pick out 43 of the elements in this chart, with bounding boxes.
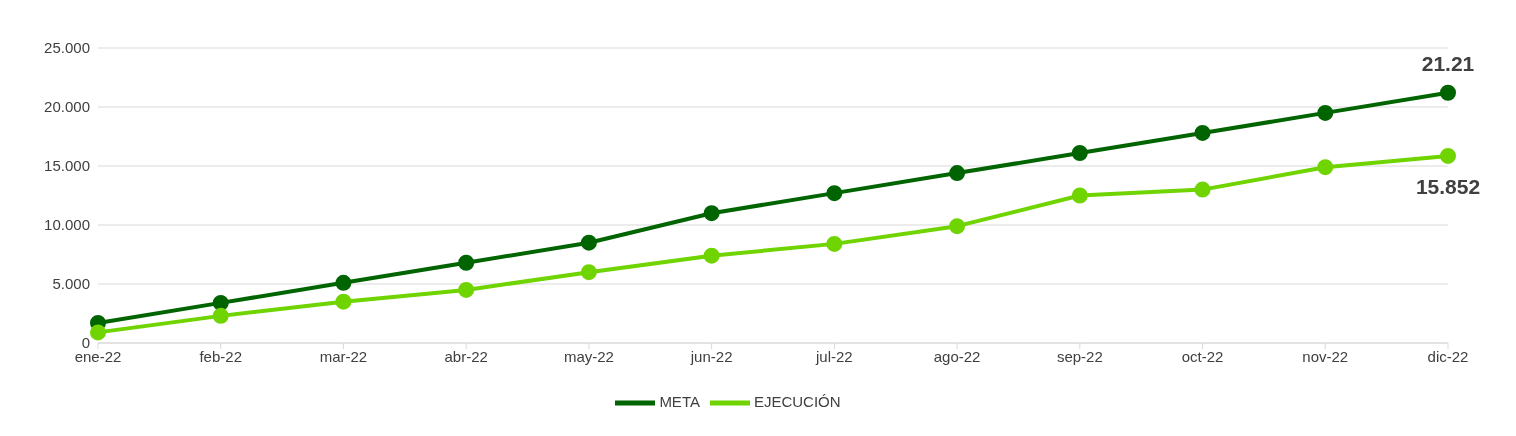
y-tick-label: 10.000 <box>44 216 90 234</box>
y-tick-label: 5.000 <box>52 275 90 293</box>
point <box>1071 187 1088 204</box>
y-tick-label: 15.000 <box>44 157 90 175</box>
point <box>90 324 106 341</box>
point <box>1071 145 1088 162</box>
x-tick-label: ago-22 <box>933 347 981 365</box>
x-tick-label: jul-22 <box>815 347 853 365</box>
x-tick-label: oct-22 <box>1181 347 1224 365</box>
legend-label: EJECUCIÓN <box>753 392 841 410</box>
point <box>1317 104 1334 121</box>
point <box>1317 159 1334 176</box>
point <box>458 281 475 298</box>
point <box>335 274 352 291</box>
x-tick-label: dic-22 <box>1427 347 1469 365</box>
point <box>1194 181 1211 198</box>
x-tick-label: may-22 <box>563 347 614 365</box>
x-tick-label: jun-22 <box>689 347 733 365</box>
point <box>580 234 597 251</box>
point <box>335 293 352 310</box>
point <box>1440 84 1456 101</box>
point <box>703 205 720 222</box>
point <box>949 165 966 182</box>
point <box>826 235 843 252</box>
y-tick-label: 25.000 <box>44 39 90 57</box>
point <box>1194 124 1211 141</box>
x-tick-label: nov-22 <box>1302 347 1349 365</box>
data-label: 15.852 <box>1415 174 1481 198</box>
point <box>1440 147 1456 164</box>
x-tick-label: sep-22 <box>1056 347 1103 365</box>
x-tick-label: feb-22 <box>199 347 242 365</box>
x-tick-label: abr-22 <box>444 347 488 365</box>
point <box>580 264 597 281</box>
legend-label: META <box>659 392 700 410</box>
y-tick-label: 20.000 <box>44 98 90 116</box>
x-tick-label: mar-22 <box>319 347 368 365</box>
point <box>212 294 229 311</box>
point <box>212 307 229 324</box>
point <box>949 218 966 235</box>
data-label: 21.21 <box>1421 51 1475 75</box>
point <box>826 185 843 202</box>
point <box>703 247 720 264</box>
point <box>458 254 475 271</box>
